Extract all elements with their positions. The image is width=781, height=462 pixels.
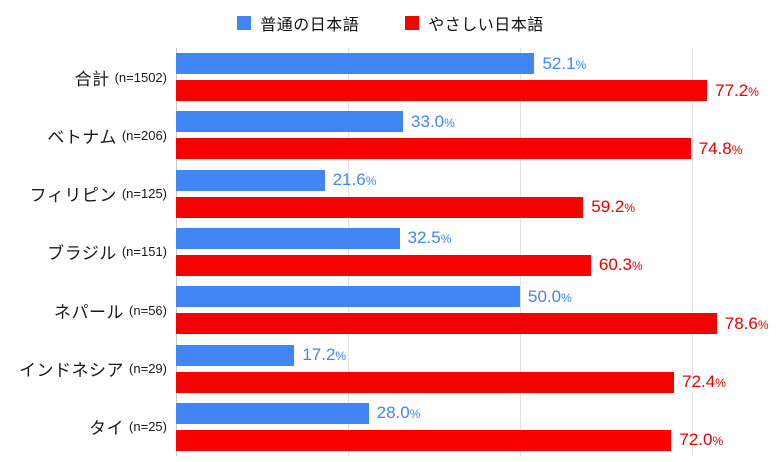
value-label: 77.2% xyxy=(715,80,759,100)
bar-group: 52.1% 77.2% xyxy=(176,48,781,106)
category-axis: 合計 (n=1502) ベトナム (n=206) フィリピン (n=125) ブラジル (n=… xyxy=(0,48,176,456)
category-sample-size: (n=151) xyxy=(121,244,167,260)
legend-label: 普通の日本語 xyxy=(260,17,360,34)
value-label: 21.6% xyxy=(332,170,377,190)
bar-group: 50.0% 78.6% xyxy=(176,281,781,339)
bar-group: 33.0% 74.8% xyxy=(176,106,781,164)
value-label: 72.0% xyxy=(679,430,724,450)
category-label: インドネシア xyxy=(19,361,125,381)
category-label: フィリピン xyxy=(29,186,117,206)
legend-item-easy-japanese: やさしい日本語 xyxy=(405,11,544,35)
value-label: 32.5% xyxy=(407,228,452,248)
value-label: 60.3% xyxy=(598,255,643,275)
bar-line: 50.0% xyxy=(176,286,781,308)
value-label: 28.0% xyxy=(376,403,421,423)
bar-line: 59.2% xyxy=(176,196,781,218)
bar-line: 21.6% xyxy=(176,169,781,191)
bar-easy-japanese xyxy=(176,196,584,218)
bar-easy-japanese xyxy=(176,371,675,393)
bar-line: 78.6% xyxy=(176,313,781,335)
category-label: ベトナム xyxy=(47,127,117,147)
bar-line: 77.2% xyxy=(176,80,781,102)
bar-line: 74.8% xyxy=(176,138,781,160)
category-sample-size: (n=56) xyxy=(129,302,167,318)
category-label-row: ベトナム (n=206) xyxy=(0,106,176,164)
plot-area: 52.1% 77.2% 33.0% 74.8% 21.6% 59.2% 32.5% 60.3%… xyxy=(176,48,781,456)
legend-swatch-red-icon xyxy=(405,16,420,30)
bar-line: 60.3% xyxy=(176,254,781,276)
bar-easy-japanese xyxy=(176,138,691,160)
value-label: 78.6% xyxy=(724,313,769,333)
legend-swatch-blue-icon xyxy=(237,16,252,30)
value-label: 72.4% xyxy=(682,372,726,392)
bar-line: 72.4% xyxy=(176,371,781,393)
bar-easy-japanese xyxy=(176,429,672,451)
category-sample-size: (n=125) xyxy=(121,186,167,202)
value-label: 59.2% xyxy=(591,197,636,217)
bar-line: 33.0% xyxy=(176,111,781,133)
bar-group: 32.5% 60.3% xyxy=(176,223,781,281)
bar-easy-japanese xyxy=(176,80,708,102)
category-label: 合計 xyxy=(74,69,110,89)
legend-item-normal-japanese: 普通の日本語 xyxy=(237,11,359,35)
bar-easy-japanese xyxy=(176,313,717,335)
bar-line: 52.1% xyxy=(176,53,781,75)
category-sample-size: (n=29) xyxy=(129,361,167,377)
value-axis-line xyxy=(176,48,177,456)
bar-normal-japanese xyxy=(176,169,325,191)
bar-easy-japanese xyxy=(176,254,591,276)
value-label: 74.8% xyxy=(698,138,743,158)
category-label: ネパール xyxy=(54,302,125,322)
legend-label: やさしい日本語 xyxy=(428,17,544,34)
bar-normal-japanese xyxy=(176,53,535,75)
category-label: タイ xyxy=(89,419,125,439)
bar-line: 72.0% xyxy=(176,429,781,451)
bar-group: 21.6% 59.2% xyxy=(176,165,781,223)
category-label-row: インドネシア (n=29) xyxy=(0,339,176,397)
bar-normal-japanese xyxy=(176,227,400,249)
legend: 普通の日本語 やさしい日本語 xyxy=(0,8,781,38)
category-label-row: 合計 (n=1502) xyxy=(0,48,176,106)
category-sample-size: (n=206) xyxy=(121,127,167,143)
gridline xyxy=(348,48,349,456)
value-label: 33.0% xyxy=(411,111,455,131)
value-label: 52.1% xyxy=(542,53,587,73)
value-label: 50.0% xyxy=(528,286,572,306)
chart-body: 合計 (n=1502) ベトナム (n=206) フィリピン (n=125) ブラジル (n=… xyxy=(0,48,781,456)
gridline xyxy=(520,48,521,456)
bar-normal-japanese xyxy=(176,344,295,366)
bar-line: 32.5% xyxy=(176,227,781,249)
bar-line: 17.2% xyxy=(176,344,781,366)
bar-normal-japanese xyxy=(176,111,404,133)
category-label-row: ブラジル (n=151) xyxy=(0,223,176,281)
bar-normal-japanese xyxy=(176,402,369,424)
bar-group: 17.2% 72.4% xyxy=(176,339,781,397)
bar-normal-japanese xyxy=(176,286,520,308)
value-label: 17.2% xyxy=(302,345,347,365)
category-sample-size: (n=25) xyxy=(129,419,167,435)
category-sample-size: (n=1502) xyxy=(114,69,167,85)
bar-group: 28.0% 72.0% xyxy=(176,398,781,456)
category-label-row: タイ (n=25) xyxy=(0,398,176,456)
gridline xyxy=(692,48,693,456)
category-label-row: ネパール (n=56) xyxy=(0,281,176,339)
bar-line: 28.0% xyxy=(176,402,781,424)
category-label-row: フィリピン (n=125) xyxy=(0,165,176,223)
category-label: ブラジル xyxy=(47,244,117,264)
